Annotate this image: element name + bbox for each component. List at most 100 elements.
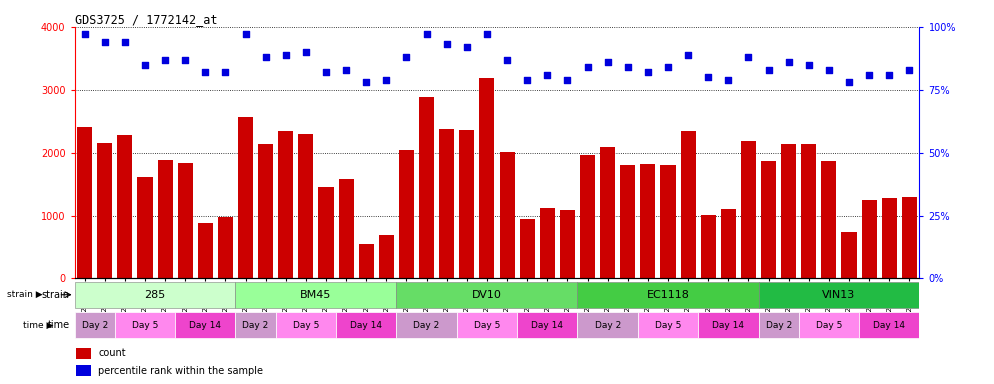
- Bar: [758, 282, 919, 308]
- Point: [821, 66, 837, 73]
- Text: VIN13: VIN13: [822, 290, 856, 300]
- Text: EC1118: EC1118: [646, 290, 690, 300]
- Text: Day 2: Day 2: [82, 321, 107, 330]
- Text: Day 14: Day 14: [350, 321, 383, 330]
- Point: [902, 66, 917, 73]
- Point: [640, 69, 656, 75]
- Text: strain: strain: [42, 290, 70, 300]
- Point: [117, 39, 133, 45]
- Point: [721, 77, 737, 83]
- Point: [278, 51, 294, 58]
- Bar: [77, 348, 91, 359]
- Bar: [236, 313, 275, 338]
- Text: count: count: [98, 348, 126, 358]
- Bar: [578, 313, 638, 338]
- Text: Day 14: Day 14: [874, 321, 906, 330]
- Point: [861, 71, 877, 78]
- Text: GDS3725 / 1772142_at: GDS3725 / 1772142_at: [75, 13, 217, 26]
- Bar: [741, 141, 756, 278]
- Bar: [137, 177, 152, 278]
- Bar: [862, 200, 877, 278]
- Text: DV10: DV10: [472, 290, 502, 300]
- Point: [560, 77, 576, 83]
- Bar: [640, 164, 655, 278]
- Bar: [278, 131, 293, 278]
- Bar: [758, 313, 799, 338]
- Point: [96, 39, 112, 45]
- Bar: [218, 217, 233, 278]
- Bar: [459, 130, 474, 278]
- Bar: [799, 313, 859, 338]
- Point: [338, 66, 354, 73]
- Point: [198, 69, 214, 75]
- Point: [358, 79, 374, 85]
- Point: [801, 61, 817, 68]
- Bar: [157, 160, 173, 278]
- Bar: [902, 197, 916, 278]
- Point: [841, 79, 857, 85]
- Text: Day 14: Day 14: [713, 321, 745, 330]
- Bar: [479, 78, 494, 278]
- Point: [77, 31, 92, 38]
- Bar: [698, 313, 758, 338]
- Point: [177, 56, 193, 63]
- Text: time: time: [48, 320, 70, 331]
- Point: [418, 31, 434, 38]
- Bar: [781, 144, 796, 278]
- Point: [701, 74, 717, 80]
- Bar: [78, 127, 92, 278]
- Bar: [77, 365, 91, 376]
- Point: [438, 41, 454, 48]
- Bar: [339, 179, 354, 278]
- Bar: [298, 134, 313, 278]
- Point: [741, 54, 756, 60]
- Bar: [681, 131, 696, 278]
- Text: percentile rank within the sample: percentile rank within the sample: [98, 366, 263, 376]
- Bar: [419, 97, 434, 278]
- Bar: [638, 313, 698, 338]
- Bar: [75, 313, 114, 338]
- Bar: [821, 161, 837, 278]
- Text: Day 5: Day 5: [292, 321, 319, 330]
- Point: [660, 64, 676, 70]
- Bar: [397, 282, 578, 308]
- Text: Day 14: Day 14: [531, 321, 564, 330]
- Bar: [439, 129, 454, 278]
- Bar: [882, 198, 897, 278]
- Bar: [117, 135, 132, 278]
- Bar: [97, 143, 112, 278]
- Point: [882, 71, 898, 78]
- Bar: [457, 313, 517, 338]
- Bar: [540, 208, 555, 278]
- Point: [318, 69, 334, 75]
- Point: [137, 61, 153, 68]
- Bar: [75, 282, 236, 308]
- Bar: [701, 215, 716, 278]
- Text: 285: 285: [144, 290, 166, 300]
- Bar: [842, 232, 857, 278]
- Text: Day 14: Day 14: [189, 321, 222, 330]
- Bar: [336, 313, 397, 338]
- Text: BM45: BM45: [300, 290, 332, 300]
- Text: Day 5: Day 5: [132, 321, 158, 330]
- Bar: [178, 163, 193, 278]
- Bar: [500, 152, 515, 278]
- Bar: [721, 209, 736, 278]
- Bar: [236, 282, 397, 308]
- Bar: [517, 313, 578, 338]
- Bar: [801, 144, 816, 278]
- Point: [620, 64, 636, 70]
- Point: [580, 64, 595, 70]
- Bar: [258, 144, 273, 278]
- Point: [257, 54, 273, 60]
- Bar: [175, 313, 236, 338]
- Text: Day 5: Day 5: [474, 321, 500, 330]
- Text: Day 2: Day 2: [594, 321, 621, 330]
- Bar: [600, 147, 615, 278]
- Bar: [359, 244, 374, 278]
- Point: [760, 66, 776, 73]
- Point: [218, 69, 234, 75]
- Point: [599, 59, 615, 65]
- Point: [459, 44, 475, 50]
- Bar: [318, 187, 334, 278]
